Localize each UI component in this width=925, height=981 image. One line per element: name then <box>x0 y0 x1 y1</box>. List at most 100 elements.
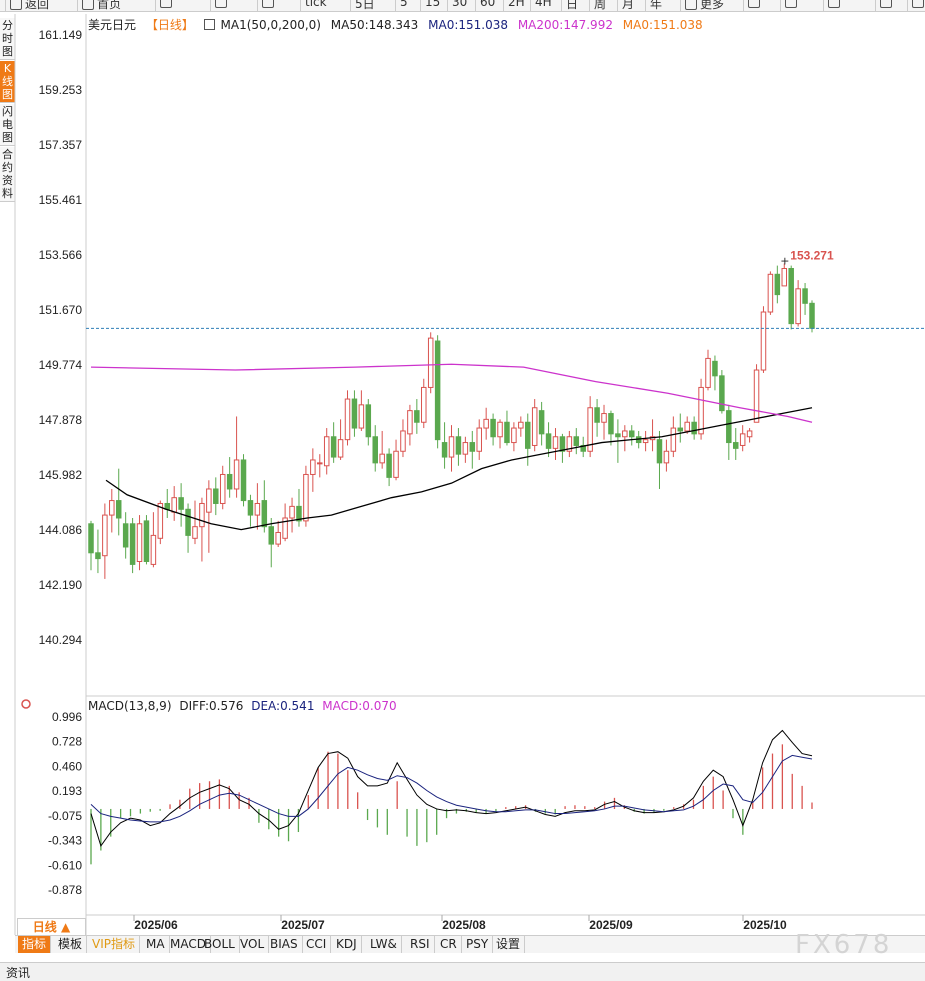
toolbar-divider <box>680 0 681 11</box>
toolbar-divider <box>420 0 421 11</box>
side-tab-3[interactable]: 合约资料 <box>0 147 15 202</box>
indicator-tab-5[interactable]: BOLL <box>200 936 240 953</box>
date-label: 2025/07 <box>281 918 325 932</box>
candle-body <box>538 410 545 435</box>
toolbar-item-14[interactable]: 周 <box>594 0 606 11</box>
top-toolbar: 返回 首页 tick 5日 5 15 30 60 2H 4H 日 周 月 年 更多 <box>0 0 925 12</box>
ma-settings-icon[interactable] <box>203 19 215 30</box>
side-tab-1[interactable]: K线图 <box>0 61 15 103</box>
toolbar-item-16[interactable]: 年 <box>650 0 662 11</box>
toolbar-item-12[interactable]: 4H <box>535 0 552 11</box>
indicator-tab-13[interactable]: PSY <box>462 936 494 953</box>
ma-indicator-label[interactable]: MA1(50,0,200,0) <box>220 18 321 32</box>
indicator-tab-0[interactable]: 指标 <box>18 936 52 953</box>
candle-body <box>109 500 115 516</box>
candle-body <box>552 436 559 449</box>
indicator-tab-7[interactable]: BIAS <box>266 936 303 953</box>
candle-body <box>254 502 261 516</box>
indicator-tab-12[interactable]: CR <box>436 936 462 953</box>
candle-body <box>802 288 808 304</box>
toolbar-divider <box>589 0 590 11</box>
news-tab[interactable]: 资讯 <box>6 966 31 980</box>
home-icon <box>82 0 94 10</box>
toolbar-item-10[interactable]: 60 <box>480 0 495 11</box>
toolbar-item-label: 返回 <box>25 0 50 11</box>
toolbar-item-3[interactable] <box>215 0 230 11</box>
macd-name[interactable]: MACD(13,8,9) <box>88 699 172 713</box>
indicator-tab-8[interactable]: CCI <box>302 936 332 953</box>
toolbar-item-9[interactable]: 30 <box>452 0 467 11</box>
candle-body <box>164 502 171 510</box>
toolbar-item-20[interactable] <box>828 0 843 11</box>
candle-body <box>518 421 524 429</box>
ma50-value: MA50:148.343 <box>330 18 419 32</box>
candle-body <box>157 502 164 539</box>
indicator-tab-10[interactable]: LW& <box>366 936 402 953</box>
candle-body <box>407 410 413 435</box>
period-label[interactable]: 【日线】 <box>145 18 194 32</box>
candle-body <box>115 500 122 519</box>
indicator-tab-4[interactable]: MACD <box>166 936 211 953</box>
toolbar-divider <box>503 0 504 11</box>
toolbar-item-label: 30 <box>452 0 468 9</box>
period-selector-button[interactable]: 日线 ▲ <box>17 918 86 936</box>
candle-body <box>753 369 760 423</box>
toolbar-item-11[interactable]: 2H <box>508 0 525 11</box>
high-marker-icon: + <box>780 255 789 268</box>
toolbar-item-7[interactable]: 5 <box>400 0 408 11</box>
side-tab-2[interactable]: 闪电图 <box>0 104 15 146</box>
price-chart[interactable]: 161.149 159.253 157.357 155.461 153.566 151.6… <box>0 0 925 935</box>
candle-body <box>143 520 150 562</box>
candle-body <box>434 340 441 441</box>
diff-line <box>90 729 813 847</box>
indicator-tabs: 指标 模板 VIP指标 MA MACD BOLL VOL BIAS CCI KDJ LW& RSI CR… <box>15 935 925 953</box>
menu-icon <box>685 0 697 10</box>
indicator-tab-14[interactable]: 设置 <box>492 936 526 953</box>
price-tick-label: 159.253 <box>39 83 83 97</box>
toolbar-item-8[interactable]: 15 <box>425 0 440 11</box>
indicator-tab-11[interactable]: RSI <box>406 936 435 953</box>
toolbar-item-1[interactable]: 首页 <box>82 0 121 11</box>
toolbar-item-17[interactable]: 更多 <box>685 0 724 11</box>
candle-body <box>358 404 365 429</box>
candle-body <box>566 436 573 452</box>
toolbar-item-0[interactable]: 返回 <box>10 0 49 11</box>
toolbar-item-6[interactable]: 5日 <box>355 0 375 11</box>
candle-body <box>372 436 378 464</box>
high-price-label: 153.271 <box>790 249 834 263</box>
toolbar-item-label: 周 <box>594 0 607 11</box>
candle-body <box>337 439 344 458</box>
toolbar-item-4[interactable] <box>262 0 277 11</box>
toolbar-item-13[interactable]: 日 <box>566 0 578 11</box>
toolbar-item-2[interactable] <box>160 0 175 11</box>
side-tab-0[interactable]: 分时图 <box>0 18 15 60</box>
candle-body <box>712 360 718 377</box>
indicator-tab-2[interactable]: VIP指标 <box>88 936 140 953</box>
candle-body <box>448 436 455 458</box>
macd-tick-label: 0.193 <box>52 784 82 798</box>
toolbar-item-15[interactable]: 月 <box>622 0 634 11</box>
indicator-tab-9[interactable]: KDJ <box>332 936 362 953</box>
toolbar-item-22[interactable] <box>912 0 925 11</box>
candle-body <box>483 418 489 429</box>
toolbar-item-label: 年 <box>650 0 663 11</box>
candle-body <box>365 404 372 438</box>
toolbar-item-19[interactable] <box>785 0 800 11</box>
candle-body <box>705 357 711 388</box>
candle-body <box>219 473 226 504</box>
indicator-tab-3[interactable]: MA <box>142 936 170 953</box>
indicator-tab-6[interactable]: VOL <box>236 936 270 953</box>
candle-body <box>497 421 503 438</box>
price-tick-label: 157.357 <box>39 138 83 152</box>
toolbar-item-5[interactable]: tick <box>305 0 327 11</box>
candle-body <box>323 436 330 467</box>
candle-body <box>788 268 794 325</box>
toolbar-divider <box>257 0 258 11</box>
indicator-tab-1[interactable]: 模板 <box>54 936 88 953</box>
macd-tick-label: 0.996 <box>52 710 82 724</box>
date-label: 2025/06 <box>134 918 178 932</box>
toolbar-item-18[interactable] <box>748 0 763 11</box>
watermark-logo: FX678 <box>795 930 893 960</box>
candle-body <box>531 407 538 446</box>
toolbar-item-21[interactable] <box>880 0 895 11</box>
